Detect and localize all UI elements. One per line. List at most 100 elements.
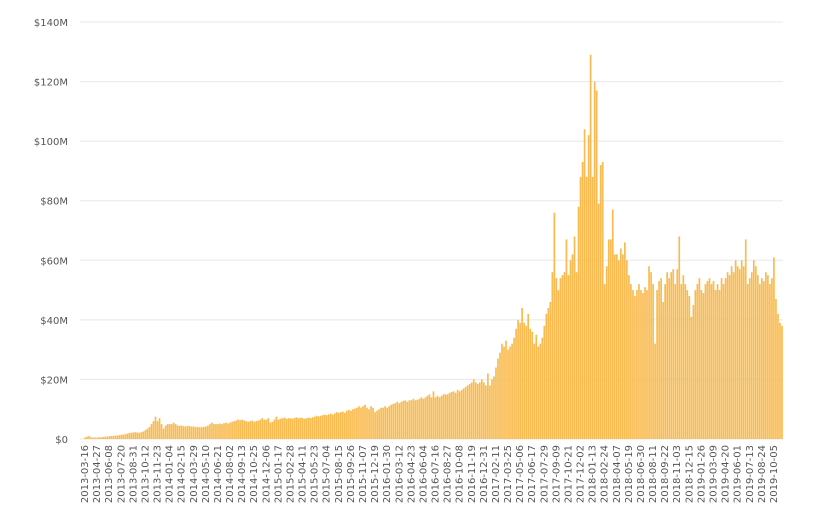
bar	[539, 343, 542, 439]
x-tick-label: 2018-11-03	[672, 445, 683, 503]
bar	[231, 421, 233, 439]
bar	[386, 407, 389, 439]
x-tick-label: 2013-08-31	[128, 445, 139, 503]
bar	[273, 419, 276, 439]
bar	[519, 322, 521, 439]
bar	[775, 299, 777, 439]
bar	[493, 376, 495, 439]
bar	[547, 307, 550, 439]
bar	[601, 161, 604, 439]
bar	[462, 388, 465, 439]
x-tick-label: 2019-07-13	[745, 445, 756, 503]
bar	[476, 383, 479, 439]
bar	[636, 290, 638, 439]
x-tick-label: 2017-07-29	[539, 445, 550, 503]
bar	[491, 379, 493, 439]
bar	[523, 322, 525, 439]
bar	[489, 385, 491, 439]
bar	[100, 437, 102, 439]
x-tick-label: 2014-03-29	[189, 445, 200, 503]
x-tick-label: 2014-10-25	[249, 445, 260, 503]
x-tick-label: 2013-06-08	[104, 445, 115, 503]
bar	[176, 425, 179, 439]
bar	[198, 427, 201, 439]
bar	[724, 278, 727, 439]
bar	[396, 401, 399, 439]
bar	[118, 435, 121, 439]
bar	[483, 382, 485, 439]
bar	[771, 278, 773, 439]
bar	[478, 382, 481, 439]
bar	[716, 284, 719, 439]
bar	[275, 416, 278, 439]
y-tick-label: $20M	[40, 375, 68, 386]
bar	[362, 406, 364, 439]
bar	[472, 379, 475, 439]
bar	[591, 176, 594, 439]
bar	[609, 239, 612, 439]
bar	[559, 278, 562, 439]
bar	[430, 397, 433, 439]
bar	[211, 422, 213, 439]
bar	[325, 415, 328, 439]
bar	[142, 431, 145, 439]
bar	[291, 418, 294, 439]
bar	[531, 331, 534, 439]
bar	[555, 278, 558, 439]
bar	[744, 239, 747, 439]
bar	[746, 284, 749, 439]
bar	[337, 412, 340, 439]
bar	[184, 426, 187, 439]
bar	[223, 423, 225, 439]
bar	[773, 257, 775, 439]
bar	[644, 287, 646, 439]
x-tick-label: 2016-08-27	[443, 445, 454, 503]
bar	[672, 269, 675, 439]
bar	[696, 284, 699, 439]
bar	[563, 272, 566, 439]
bar	[416, 399, 419, 439]
bar	[521, 307, 523, 439]
bar	[207, 425, 209, 439]
bar	[428, 394, 431, 439]
bar	[704, 284, 707, 439]
bar	[517, 319, 519, 439]
bar	[390, 404, 393, 439]
bar	[172, 422, 175, 439]
bar	[186, 425, 189, 439]
y-tick-label: $100M	[34, 137, 68, 148]
bar	[535, 334, 538, 439]
bar	[108, 436, 111, 439]
x-tick-label: 2016-01-30	[382, 445, 393, 503]
x-tick-label: 2019-06-01	[733, 445, 744, 503]
bar	[561, 275, 564, 439]
bar	[180, 425, 183, 439]
bar	[138, 432, 141, 439]
bar	[736, 266, 739, 439]
x-tick-label: 2014-01-04	[165, 445, 176, 503]
bar	[779, 322, 781, 439]
bar	[293, 417, 296, 439]
bar	[670, 272, 673, 439]
bar	[251, 420, 254, 439]
x-tick-label: 2016-10-08	[455, 445, 466, 503]
bar	[253, 421, 256, 439]
bar	[432, 391, 435, 439]
y-tick-label: $0	[55, 435, 68, 446]
x-tick-label: 2015-07-04	[322, 445, 333, 503]
bar	[585, 176, 588, 439]
bar	[545, 313, 548, 439]
bar	[348, 409, 350, 439]
bar	[682, 275, 685, 439]
bar	[470, 382, 473, 439]
bar	[140, 432, 143, 439]
bar	[370, 406, 372, 439]
bar	[96, 437, 98, 439]
x-tick-label: 2018-06-30	[636, 445, 647, 503]
bar	[728, 275, 731, 439]
bar	[319, 415, 322, 439]
bar	[243, 420, 245, 439]
bar	[259, 419, 262, 439]
bar	[136, 432, 139, 439]
bar	[378, 409, 380, 439]
